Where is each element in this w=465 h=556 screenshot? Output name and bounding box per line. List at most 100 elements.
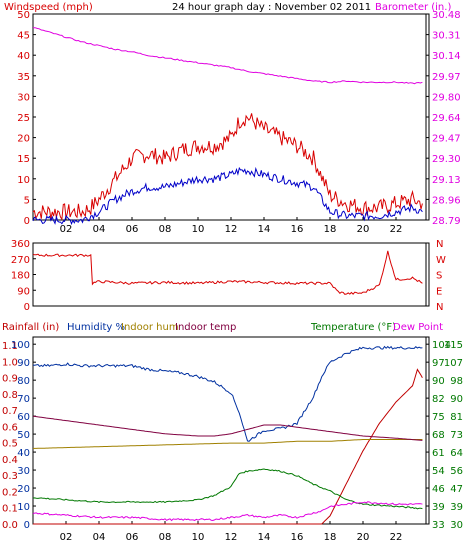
wind-direction-line [32,250,423,295]
rainfall-y-tick: 1.1 [2,341,18,352]
barometer-y-tick: 28.96 [432,195,461,206]
temp-inner-y-tick: 46 [432,484,445,495]
humidity-y-tick: 40 [17,448,30,459]
direction-y-tick: 90 [17,286,30,297]
rainfall-y-tick: 1.0 [2,357,18,368]
humidity-legend: Humidity % [67,322,125,333]
temperature-legend: Temperature (°F) [310,322,396,333]
temp-inner-y-tick: 39 [432,502,445,513]
direction-y-tick: 360 [11,239,30,250]
wind-y-tick: 50 [17,10,30,21]
compass-tick: E [436,286,442,297]
wind-x-tick: 12 [225,224,238,235]
rainfall-y-tick: 0.2 [2,487,18,498]
rainfall-y-tick: 0.4 [2,455,18,466]
temp-outer-y-tick: 47 [450,484,463,495]
humidity-y-tick: 60 [17,412,30,423]
wind-x-tick: 22 [390,224,403,235]
humidity-y-tick: 50 [17,430,30,441]
wind-y-tick: 0 [24,216,30,227]
temp-inner-y-tick: 54 [432,466,445,477]
barometer-y-tick: 29.97 [432,72,461,83]
temp-inner-y-tick: 68 [432,430,445,441]
barometer-y-tick: 29.47 [432,134,461,145]
indoor-temp-legend: Indoor temp [175,322,236,333]
indoor-hum-legend: Indoor hum [121,322,179,333]
humidity-y-tick: 100 [11,340,30,351]
climate-x-tick: 18 [324,532,337,543]
barometer-y-tick: 29.80 [432,92,461,103]
barometer-y-tick: 29.64 [432,113,461,124]
humidity-y-tick: 80 [17,376,30,387]
wind-x-tick: 08 [159,224,172,235]
barometer-y-tick: 30.14 [432,51,461,62]
temp-outer-y-tick: 115 [444,340,463,351]
barometer-line [32,27,423,85]
climate-x-tick: 10 [192,532,205,543]
dew-point-line [32,501,423,522]
humidity-y-tick: 70 [17,394,30,405]
temp-outer-y-tick: 56 [450,466,463,477]
humidity-y-tick: 10 [17,502,30,513]
wind-average-line [32,166,423,226]
wind-x-tick: 18 [324,224,337,235]
humidity-y-tick: 90 [17,358,30,369]
compass-tick: N [436,239,443,250]
humidity-line [32,345,423,442]
barometer-axis-label: Barometer (in.) [375,2,451,13]
rainfall-y-tick: 0.7 [2,406,18,417]
direction-y-tick: 180 [11,271,30,282]
indoor-hum-line [32,439,423,449]
compass-tick: S [436,271,442,282]
climate-x-tick: 04 [93,532,106,543]
chart-marks: 0 5 10 15 20 25 30 35 40 45 50 28.79 28.96 29.13 29.30… [2,10,463,543]
temp-outer-y-tick: 90 [450,394,463,405]
wind-y-tick: 15 [17,154,30,165]
wind-y-tick: 45 [17,31,30,42]
wind-speed-line [32,113,423,221]
wind-y-tick: 25 [17,113,30,124]
compass-tick: N [436,302,443,313]
climate-x-tick: 14 [258,532,271,543]
direction-y-tick: 270 [11,255,30,266]
barometer-y-tick: 30.31 [432,31,461,42]
wind-y-tick: 20 [17,134,30,145]
wind-y-tick: 5 [24,195,30,206]
graph-title: 24 hour graph day : November 02 2011 [172,2,371,13]
barometer-y-tick: 29.13 [432,175,461,186]
temp-outer-y-tick: 64 [450,448,463,459]
temp-inner-y-tick: 61 [432,448,445,459]
temp-inner-y-tick: 104 [432,340,451,351]
rainfall-y-tick: 0.1 [2,504,18,515]
wind-x-tick: 20 [357,224,370,235]
climate-x-tick: 08 [159,532,172,543]
humidity-y-tick: 30 [17,466,30,477]
wind-y-tick: 30 [17,92,30,103]
wind-x-tick: 14 [258,224,271,235]
climate-x-tick: 20 [357,532,370,543]
temp-outer-y-tick: 39 [450,502,463,513]
dew-point-legend: Dew Point [393,322,443,333]
wind-x-tick: 04 [93,224,106,235]
temp-outer-y-tick: 30 [450,520,463,531]
rainfall-y-tick: 0.3 [2,471,18,482]
temp-inner-y-tick: 82 [432,394,445,405]
temp-inner-y-tick: 97 [432,358,445,369]
barometer-y-tick: 30.48 [432,10,461,21]
climate-x-tick: 12 [225,532,238,543]
climate-x-tick: 06 [126,532,139,543]
barometer-y-tick: 28.79 [432,216,461,227]
rainfall-y-tick: 0.9 [2,374,18,385]
compass-tick: W [436,255,446,266]
rainfall-y-tick: 0.0 [2,520,18,531]
wind-x-tick: 16 [291,224,304,235]
rainfall-legend: Rainfall (in) [2,322,59,333]
wind-x-tick: 02 [60,224,73,235]
indoor-temp-line [32,415,423,441]
rainfall-y-tick: 0.5 [2,439,18,450]
barometer-y-tick: 29.30 [432,154,461,165]
wind-x-tick: 06 [126,224,139,235]
temp-inner-y-tick: 33 [432,520,445,531]
